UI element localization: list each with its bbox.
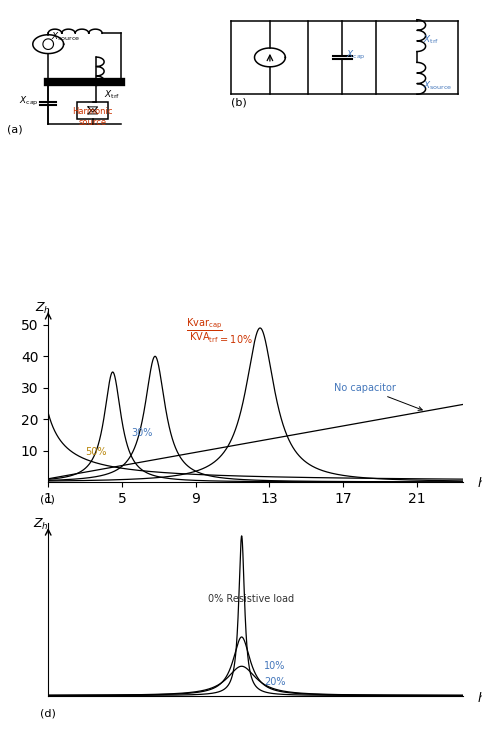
Text: 30%: 30% xyxy=(131,428,152,439)
Bar xyxy=(77,102,108,119)
Text: $h$: $h$ xyxy=(478,691,482,705)
Text: Harmonic
source: Harmonic source xyxy=(72,107,113,127)
Text: 10%: 10% xyxy=(264,661,285,671)
Text: $X_{\rm trf}$: $X_{\rm trf}$ xyxy=(104,88,120,101)
Text: $X_{\rm cap}$: $X_{\rm cap}$ xyxy=(19,94,39,107)
Text: $= 10\%$: $= 10\%$ xyxy=(218,333,253,345)
Text: $X_{\rm trf}$: $X_{\rm trf}$ xyxy=(423,34,439,46)
Text: $Z_h$: $Z_h$ xyxy=(35,301,51,316)
Text: 50%: 50% xyxy=(85,447,107,457)
Text: (a): (a) xyxy=(7,124,23,135)
Text: $X_{\rm source}$: $X_{\rm source}$ xyxy=(51,31,80,43)
Text: $X_{\rm cap}$: $X_{\rm cap}$ xyxy=(346,49,366,63)
Text: (d): (d) xyxy=(40,708,56,718)
Text: 20%: 20% xyxy=(264,677,285,687)
Text: $h$: $h$ xyxy=(478,475,482,489)
Text: $X_{\rm source}$: $X_{\rm source}$ xyxy=(423,79,452,92)
Text: $Z_h$: $Z_h$ xyxy=(33,517,49,532)
Text: $\dfrac{\rm Kvar_{cap}}{\rm KVA_{trf}}$: $\dfrac{\rm Kvar_{cap}}{\rm KVA_{trf}}$ xyxy=(187,317,223,345)
Text: (c): (c) xyxy=(40,495,55,505)
Text: (b): (b) xyxy=(231,98,247,108)
Text: 0% Resistive load: 0% Resistive load xyxy=(208,595,294,604)
Text: No capacitor: No capacitor xyxy=(334,383,422,411)
